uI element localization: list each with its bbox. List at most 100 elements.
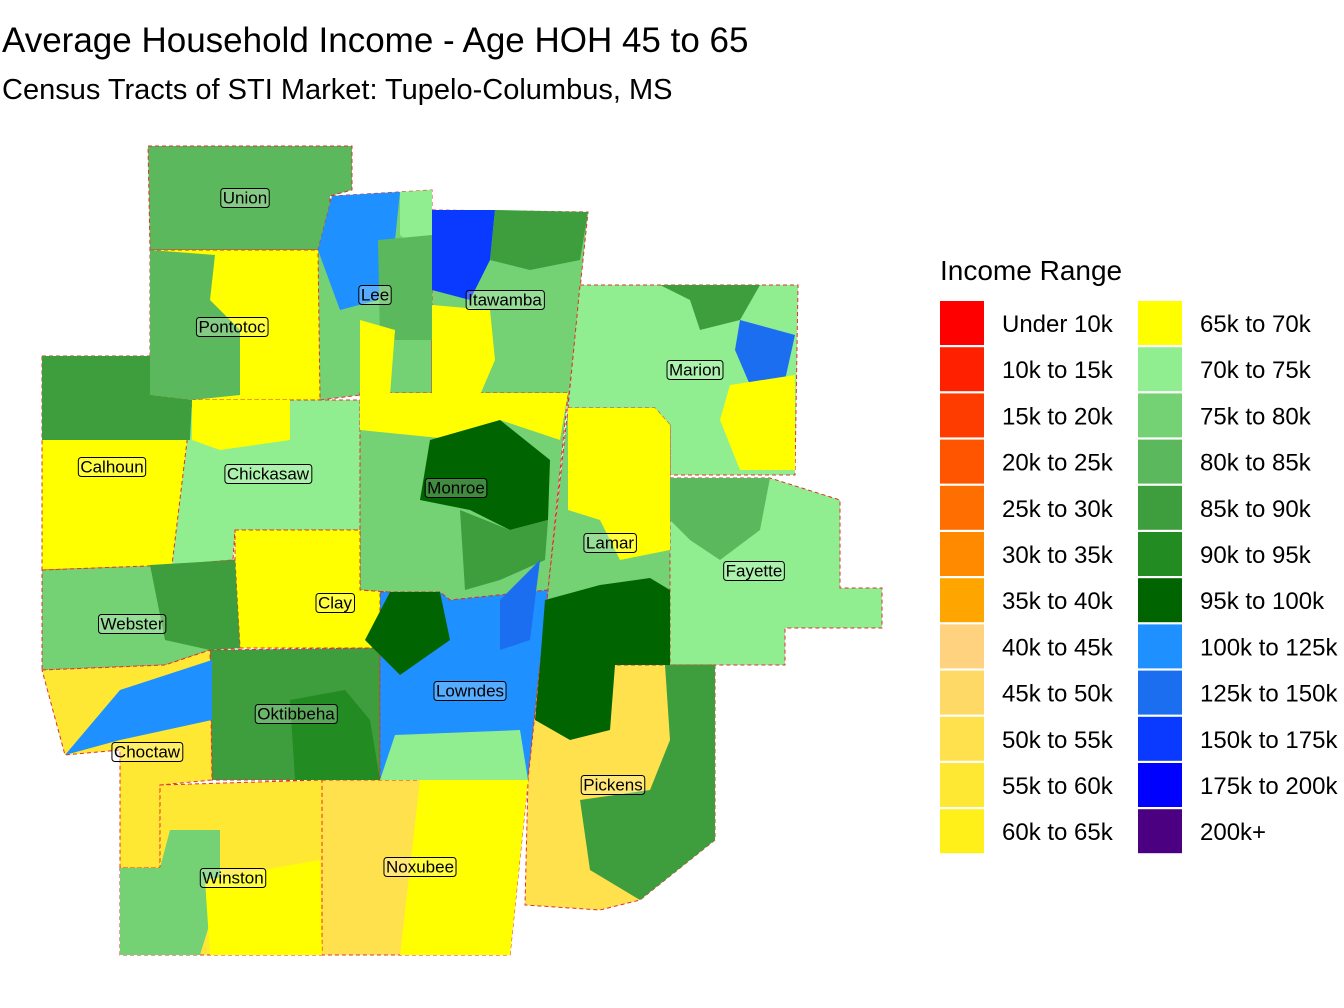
tract [580, 665, 715, 900]
tract [150, 250, 240, 400]
legend-swatch [940, 624, 984, 669]
legend-label: 10k to 15k [1002, 357, 1114, 384]
legend-label: 15k to 20k [1002, 403, 1114, 430]
legend-swatch [940, 670, 984, 715]
tract [360, 320, 395, 395]
legend-swatch [940, 578, 984, 623]
legend-title: Income Range [940, 255, 1122, 286]
legend-label: 200k+ [1200, 819, 1266, 846]
county-name: Fayette [726, 561, 783, 580]
legend-label: 70k to 75k [1200, 357, 1312, 384]
label-box [195, 316, 269, 337]
label-box [254, 703, 338, 724]
county-label: Fayette [723, 560, 785, 581]
tract [660, 285, 760, 330]
legend-label: 90k to 95k [1200, 542, 1312, 569]
tract [720, 375, 795, 470]
tract [150, 560, 240, 650]
subtitle: Census Tracts of STI Market: Tupelo-Colu… [2, 74, 672, 106]
label-box [315, 592, 356, 613]
legend-swatch [940, 393, 984, 438]
label-box [77, 456, 147, 477]
county-name: Lamar [586, 533, 635, 552]
legend-swatch [940, 763, 984, 807]
legend-label: 85k to 90k [1200, 496, 1312, 523]
legend-label: 65k to 70k [1200, 311, 1312, 338]
legend-swatch [940, 347, 984, 392]
legend-label: 80k to 85k [1200, 450, 1312, 477]
tract [360, 393, 568, 440]
tract [670, 478, 770, 560]
county-name: Webster [101, 614, 164, 633]
tract [490, 210, 588, 270]
tract [460, 510, 548, 590]
county-label: Pontotoc [195, 316, 269, 337]
legend-swatch [1138, 485, 1182, 530]
legend-label: 30k to 35k [1002, 542, 1114, 569]
county-name: Union [223, 188, 267, 207]
legend-label: 45k to 50k [1002, 681, 1114, 708]
county-labels: Union Lee Itawamba Pontotoc Marion Calhoun Chi… [77, 187, 785, 888]
county-label: Lowndes [433, 680, 507, 701]
legend-swatch [940, 716, 984, 761]
legend-label: 25k to 30k [1002, 496, 1114, 523]
legend-label: 95k to 100k [1200, 588, 1325, 615]
county-name: Choctaw [114, 742, 181, 761]
legend-swatch [1138, 716, 1182, 761]
legend-label: Under 10k [1002, 311, 1114, 338]
tract [735, 320, 795, 385]
legend-swatch [940, 485, 984, 530]
tract [120, 830, 220, 955]
tract [365, 592, 450, 675]
county-name: Oktibbeha [257, 704, 335, 723]
county-label: Marion [666, 359, 724, 380]
legend-label: 150k to 175k [1200, 727, 1338, 754]
tract [380, 730, 528, 780]
legend-swatch [1138, 578, 1182, 623]
county-label: Winston [199, 867, 267, 888]
county-name: Noxubee [386, 857, 454, 876]
legend-swatch [940, 439, 984, 484]
legend-swatch [1138, 763, 1182, 807]
county-name: Lee [361, 285, 389, 304]
label-box [98, 613, 167, 634]
label-box [424, 477, 488, 498]
legend-label: 20k to 25k [1002, 450, 1114, 477]
county-name: Itawamba [468, 290, 542, 309]
legend-swatch [1138, 532, 1182, 576]
legend-label: 60k to 65k [1002, 819, 1114, 846]
legend-swatch [1138, 809, 1182, 854]
tract [400, 780, 528, 955]
county-label: Clay [315, 592, 356, 613]
county-name: Pontotoc [198, 317, 266, 336]
legend-swatch [1138, 301, 1182, 345]
legend-swatch [1138, 347, 1182, 392]
label-box [666, 359, 724, 380]
tract [192, 400, 290, 450]
label-box [465, 289, 545, 310]
legend-label: 35k to 40k [1002, 588, 1114, 615]
county-label: Choctaw [111, 741, 184, 762]
legend-swatch [1138, 670, 1182, 715]
legend-label: 55k to 60k [1002, 773, 1114, 800]
legend: Under 10k 10k to 15k 15k to 20k 20k to 25k 2… [940, 301, 1338, 854]
county-label: Monroe [424, 477, 488, 498]
county-name: Monroe [427, 478, 485, 497]
legend-label: 175k to 200k [1200, 773, 1338, 800]
label-box [358, 284, 392, 305]
county-name: Winston [202, 868, 263, 887]
label-box [220, 187, 270, 208]
legend-label: 125k to 150k [1200, 681, 1338, 708]
county-name: Chickasaw [227, 464, 310, 483]
tract [535, 665, 615, 740]
county-name: Calhoun [80, 457, 143, 476]
tract [540, 578, 670, 665]
tract [378, 235, 432, 340]
tract [205, 860, 322, 955]
county-label: Calhoun [77, 456, 147, 477]
county-label: Chickasaw [224, 463, 313, 484]
label-box [433, 680, 507, 701]
county-label: Lamar [583, 532, 637, 553]
county-label: Webster [98, 613, 167, 634]
